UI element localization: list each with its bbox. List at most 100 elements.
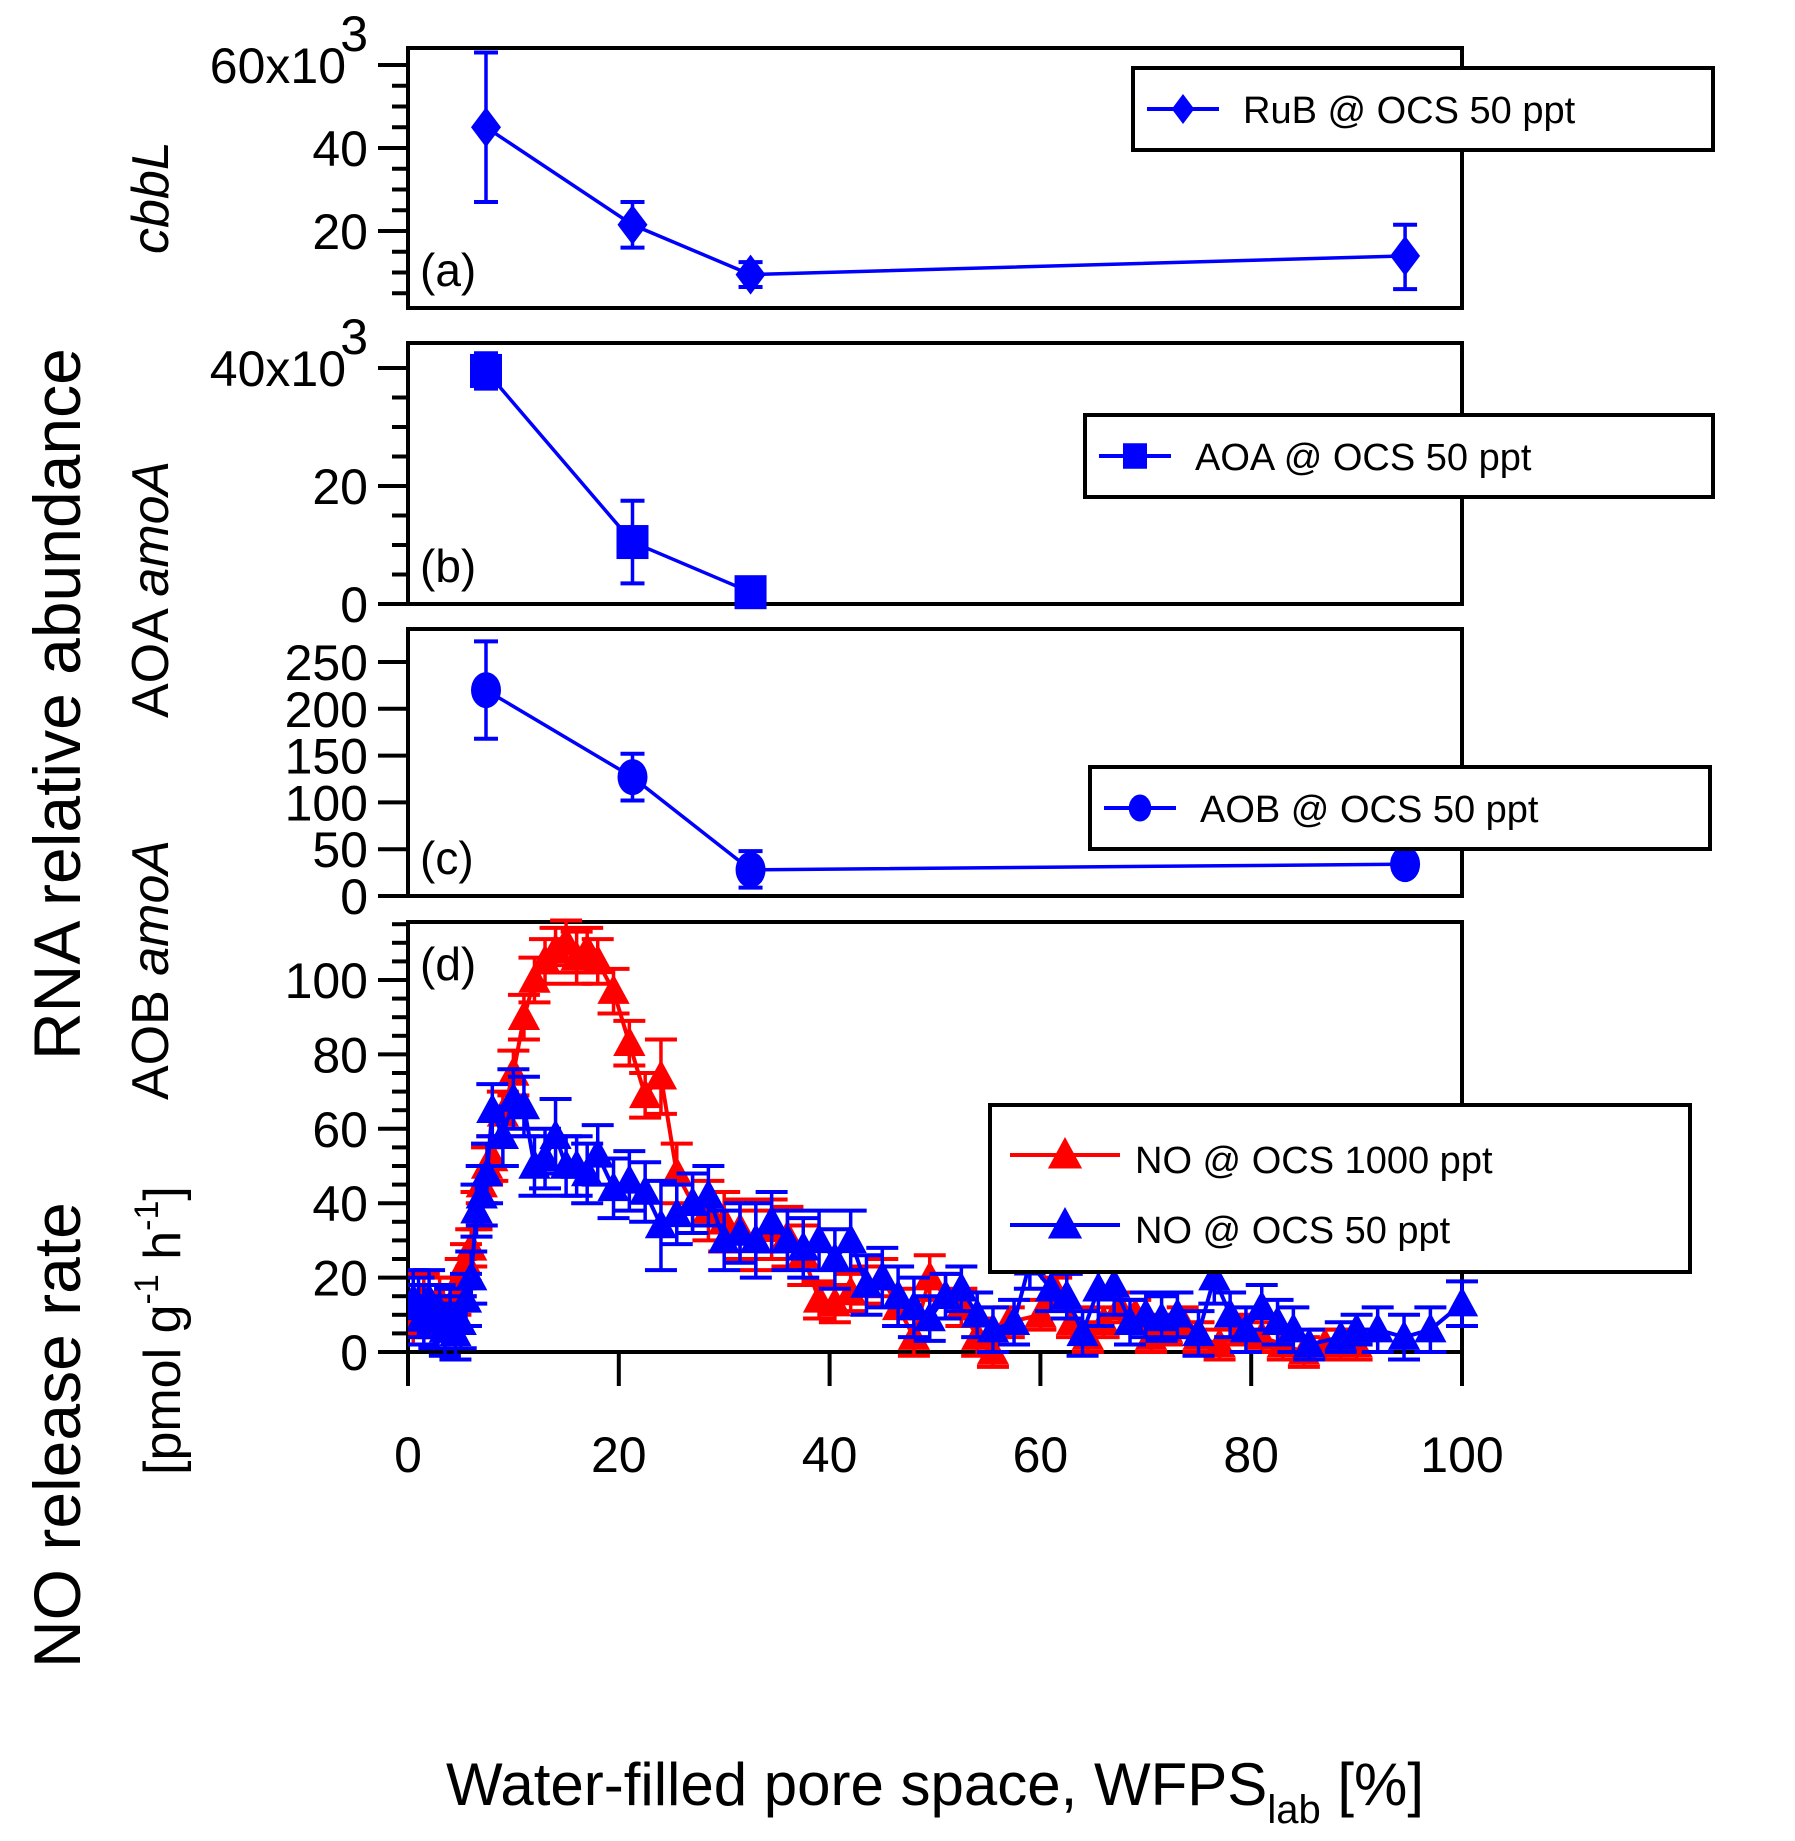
data-point	[597, 974, 630, 1004]
y-tick-label: 200	[285, 682, 368, 738]
y-tick-exponent: 3	[340, 309, 368, 365]
legend-marker	[1047, 1207, 1083, 1239]
y-tick-label: 40	[312, 1176, 368, 1232]
data-point	[976, 1312, 1010, 1343]
ylabel-units-sup2: -1	[128, 1201, 166, 1231]
data-point	[571, 1156, 604, 1187]
legend-marker	[1128, 794, 1152, 822]
data-point	[470, 107, 501, 148]
data-point	[1050, 1279, 1083, 1309]
data-point	[1414, 1312, 1447, 1343]
data-point	[818, 1286, 852, 1317]
panel-c-ylabel-prefix: AOB	[122, 976, 180, 1100]
y-tick-exponent: 3	[340, 6, 368, 62]
x-tick-label: 60	[1013, 1427, 1069, 1483]
data-point	[708, 1223, 741, 1254]
data-point	[507, 1000, 541, 1030]
x-tick-label: 20	[591, 1427, 647, 1483]
data-point	[1266, 1327, 1299, 1358]
y-tick-label: 250	[285, 635, 368, 691]
data-point	[866, 1260, 899, 1291]
data-point	[470, 1156, 504, 1187]
data-point	[1324, 1320, 1357, 1350]
panel-tag: (a)	[420, 244, 476, 296]
data-point	[629, 1175, 662, 1205]
data-point	[617, 204, 648, 245]
x-tick-label: 40	[802, 1427, 858, 1483]
data-point	[1098, 1268, 1131, 1298]
ylabel-units-b: h	[134, 1231, 192, 1274]
data-point	[1340, 1312, 1373, 1343]
data-point	[692, 1178, 725, 1209]
legend: NO @ OCS 1000 ppt NO @ OCS 50 ppt	[988, 1103, 1692, 1274]
data-point	[676, 1186, 709, 1216]
plot-frame	[406, 627, 1464, 898]
data-point	[735, 254, 766, 295]
data-point	[460, 1193, 493, 1224]
data-point	[616, 525, 649, 560]
data-point	[1390, 235, 1421, 276]
legend-box	[988, 1103, 1692, 1274]
data-point	[539, 1119, 572, 1149]
data-point	[897, 1290, 931, 1321]
panel-b-ylabel-gene: amoA	[122, 461, 180, 597]
series-rub-ocs-50-ppt	[470, 50, 1421, 295]
legend-marker	[1047, 1137, 1083, 1169]
data-point	[644, 1059, 678, 1090]
panel-c-ylabel: AOB amoA	[122, 840, 180, 1100]
y-tick-label: 40x10	[210, 341, 346, 397]
data-point	[1390, 846, 1421, 883]
y-tick-label: 40	[312, 121, 368, 177]
x-tick-label: 0	[394, 1427, 422, 1483]
legend: AOB @ OCS 50 ppt	[1088, 765, 1712, 851]
data-point	[1182, 1316, 1215, 1347]
y-tick-label: 50	[312, 822, 368, 878]
legend-marker	[1123, 443, 1147, 469]
data-point	[1245, 1290, 1278, 1321]
data-point	[997, 1305, 1031, 1335]
data-point	[1066, 1316, 1099, 1347]
plot-area	[469, 351, 767, 610]
y-tick-label: 20	[312, 459, 368, 515]
y-tick-label: 100	[285, 775, 368, 831]
panel-b-ylabel-prefix: AOA	[122, 597, 180, 718]
y-tick-label: 20	[312, 1251, 368, 1307]
ylabel-units-sup1: -1	[128, 1274, 166, 1304]
plot-frame	[406, 46, 1464, 310]
plot-area	[470, 50, 1421, 295]
data-point	[613, 1026, 646, 1056]
data-point	[929, 1279, 962, 1309]
y-tick-label: 60x10	[210, 38, 346, 94]
panel-a-ylabel: cbbL	[122, 141, 180, 254]
series-no-ocs-50-ppt	[408, 1067, 1479, 1362]
data-point	[1277, 1312, 1310, 1343]
data-point	[597, 1171, 630, 1202]
data-point	[469, 353, 502, 388]
x-tick-label: 100	[1420, 1427, 1503, 1483]
y-tick-label: 0	[340, 869, 368, 925]
shared-y-axis-label: RNA relative abundance	[20, 348, 94, 1060]
data-point	[1113, 1305, 1147, 1335]
data-point	[739, 1223, 772, 1254]
data-point	[465, 1178, 498, 1209]
panel-d: 0 20 40 60 80 100 0 20 40 60 80 100 (d) NO @ OCS 1000…	[285, 918, 1692, 1483]
data-point	[1245, 1320, 1278, 1350]
panel-tag: (d)	[420, 938, 476, 990]
data-point	[787, 1230, 820, 1261]
data-point	[850, 1268, 883, 1298]
x-axis-title-subscript: lab	[1267, 1788, 1320, 1832]
data-point	[1161, 1297, 1194, 1328]
data-point	[1213, 1297, 1247, 1328]
data-point	[507, 1089, 541, 1120]
series-aob-ocs-50-ppt	[470, 639, 1421, 890]
legend-label: AOA @ OCS 50 ppt	[1195, 437, 1532, 479]
y-tick-label: 20	[312, 204, 368, 260]
data-point	[1203, 1327, 1236, 1358]
panel-c-ylabel-gene: amoA	[122, 840, 180, 976]
plot-area	[470, 639, 1421, 890]
series-line	[485, 125, 1406, 277]
x-axis-title-unit: [%]	[1321, 1751, 1424, 1818]
